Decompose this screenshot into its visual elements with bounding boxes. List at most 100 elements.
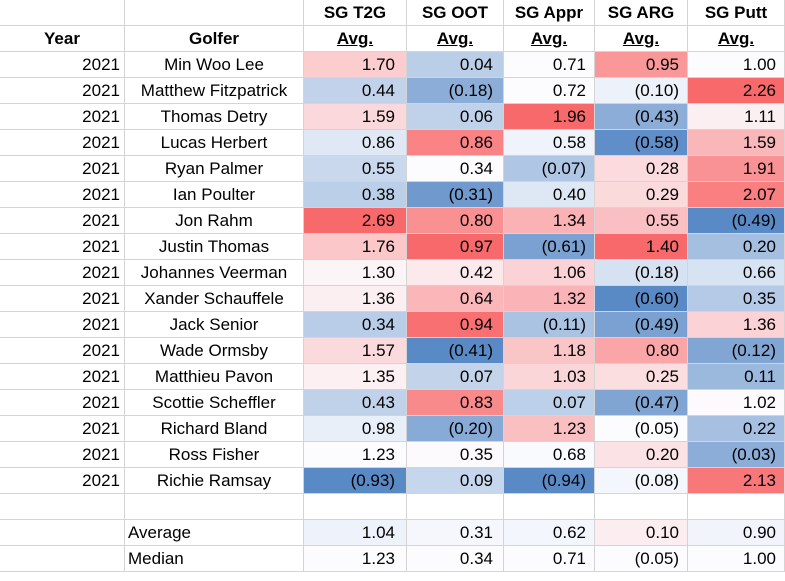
- header-cell[interactable]: SG OOT: [407, 0, 504, 26]
- sg-t2g-cell[interactable]: 1.23: [304, 442, 407, 468]
- sg-arg-cell[interactable]: 0.28: [595, 156, 688, 182]
- sg-arg-cell[interactable]: (0.18): [595, 260, 688, 286]
- sg-t2g-cell[interactable]: 0.34: [304, 312, 407, 338]
- year-cell[interactable]: 2021: [0, 130, 125, 156]
- sg-t2g-cell[interactable]: 1.57: [304, 338, 407, 364]
- sg-putt-cell[interactable]: 1.02: [688, 390, 785, 416]
- sg-appr-cell[interactable]: (0.61): [504, 234, 595, 260]
- sg-putt-cell[interactable]: 0.22: [688, 416, 785, 442]
- sg-appr-cell[interactable]: 1.23: [504, 416, 595, 442]
- sg-arg-cell[interactable]: 1.40: [595, 234, 688, 260]
- year-cell[interactable]: 2021: [0, 338, 125, 364]
- sg-arg-cell[interactable]: 0.55: [595, 208, 688, 234]
- sg-putt-summary-cell[interactable]: 0.90: [688, 520, 785, 546]
- golfer-cell[interactable]: Richard Bland: [125, 416, 304, 442]
- golfer-cell[interactable]: Johannes Veerman: [125, 260, 304, 286]
- sg-oot-cell[interactable]: (0.41): [407, 338, 504, 364]
- sg-oot-cell[interactable]: 0.94: [407, 312, 504, 338]
- year-cell[interactable]: 2021: [0, 390, 125, 416]
- sg-arg-cell[interactable]: (0.08): [595, 468, 688, 494]
- sg-arg-cell[interactable]: (0.43): [595, 104, 688, 130]
- summary-label-cell[interactable]: Median: [125, 546, 304, 572]
- sg-putt-cell[interactable]: 2.13: [688, 468, 785, 494]
- sg-putt-cell[interactable]: 1.11: [688, 104, 785, 130]
- sg-t2g-cell[interactable]: 1.70: [304, 52, 407, 78]
- year-cell[interactable]: 2021: [0, 260, 125, 286]
- year-cell[interactable]: 2021: [0, 104, 125, 130]
- sg-appr-summary-cell[interactable]: 0.62: [504, 520, 595, 546]
- golfer-cell[interactable]: Justin Thomas: [125, 234, 304, 260]
- sg-arg-summary-cell[interactable]: (0.05): [595, 546, 688, 572]
- header-cell[interactable]: [0, 0, 125, 26]
- header-cell[interactable]: Avg.: [688, 26, 785, 52]
- sg-oot-summary-cell[interactable]: 0.31: [407, 520, 504, 546]
- sg-appr-cell[interactable]: 0.40: [504, 182, 595, 208]
- sg-arg-cell[interactable]: (0.60): [595, 286, 688, 312]
- golfer-cell[interactable]: Jack Senior: [125, 312, 304, 338]
- sg-appr-cell[interactable]: 1.96: [504, 104, 595, 130]
- empty-cell[interactable]: [595, 494, 688, 520]
- sg-oot-cell[interactable]: 0.04: [407, 52, 504, 78]
- header-cell[interactable]: Avg.: [504, 26, 595, 52]
- sg-appr-cell[interactable]: (0.11): [504, 312, 595, 338]
- sg-t2g-cell[interactable]: 1.35: [304, 364, 407, 390]
- golfer-cell[interactable]: Matthieu Pavon: [125, 364, 304, 390]
- year-cell[interactable]: 2021: [0, 468, 125, 494]
- sg-putt-cell[interactable]: (0.49): [688, 208, 785, 234]
- sg-putt-cell[interactable]: 1.59: [688, 130, 785, 156]
- year-cell[interactable]: 2021: [0, 182, 125, 208]
- sg-oot-cell[interactable]: (0.18): [407, 78, 504, 104]
- golfer-cell[interactable]: Thomas Detry: [125, 104, 304, 130]
- golfer-cell[interactable]: Matthew Fitzpatrick: [125, 78, 304, 104]
- sg-oot-cell[interactable]: 0.06: [407, 104, 504, 130]
- year-cell[interactable]: 2021: [0, 364, 125, 390]
- sg-arg-cell[interactable]: 0.95: [595, 52, 688, 78]
- sg-oot-cell[interactable]: 0.34: [407, 156, 504, 182]
- sg-t2g-summary-cell[interactable]: 1.23: [304, 546, 407, 572]
- sg-arg-cell[interactable]: 0.29: [595, 182, 688, 208]
- sg-putt-cell[interactable]: 0.35: [688, 286, 785, 312]
- header-cell[interactable]: Golfer: [125, 26, 304, 52]
- sg-t2g-cell[interactable]: 0.98: [304, 416, 407, 442]
- sg-appr-cell[interactable]: 0.07: [504, 390, 595, 416]
- sg-appr-cell[interactable]: (0.07): [504, 156, 595, 182]
- sg-arg-cell[interactable]: 0.25: [595, 364, 688, 390]
- golfer-cell[interactable]: Ian Poulter: [125, 182, 304, 208]
- empty-cell[interactable]: [407, 494, 504, 520]
- sg-t2g-cell[interactable]: 0.86: [304, 130, 407, 156]
- sg-t2g-cell[interactable]: 2.69: [304, 208, 407, 234]
- sg-putt-cell[interactable]: 0.66: [688, 260, 785, 286]
- sg-appr-cell[interactable]: 1.32: [504, 286, 595, 312]
- sg-putt-cell[interactable]: 1.00: [688, 52, 785, 78]
- golfer-cell[interactable]: Xander Schauffele: [125, 286, 304, 312]
- sg-oot-cell[interactable]: 0.07: [407, 364, 504, 390]
- sg-arg-cell[interactable]: (0.47): [595, 390, 688, 416]
- empty-cell[interactable]: [0, 546, 125, 572]
- sg-oot-cell[interactable]: 0.09: [407, 468, 504, 494]
- sg-putt-cell[interactable]: 0.11: [688, 364, 785, 390]
- sg-putt-cell[interactable]: (0.12): [688, 338, 785, 364]
- sg-appr-cell[interactable]: 0.58: [504, 130, 595, 156]
- sg-putt-cell[interactable]: 2.07: [688, 182, 785, 208]
- sg-putt-cell[interactable]: (0.03): [688, 442, 785, 468]
- sg-oot-summary-cell[interactable]: 0.34: [407, 546, 504, 572]
- sg-arg-cell[interactable]: 0.20: [595, 442, 688, 468]
- sg-t2g-cell[interactable]: 1.36: [304, 286, 407, 312]
- sg-appr-cell[interactable]: 0.72: [504, 78, 595, 104]
- header-cell[interactable]: Avg.: [595, 26, 688, 52]
- sg-oot-cell[interactable]: 0.83: [407, 390, 504, 416]
- sg-arg-cell[interactable]: (0.58): [595, 130, 688, 156]
- sg-t2g-cell[interactable]: 1.30: [304, 260, 407, 286]
- golfer-cell[interactable]: Scottie Scheffler: [125, 390, 304, 416]
- year-cell[interactable]: 2021: [0, 52, 125, 78]
- sg-arg-cell[interactable]: 0.80: [595, 338, 688, 364]
- empty-cell[interactable]: [504, 494, 595, 520]
- empty-cell[interactable]: [688, 494, 785, 520]
- golfer-cell[interactable]: Min Woo Lee: [125, 52, 304, 78]
- sg-appr-summary-cell[interactable]: 0.71: [504, 546, 595, 572]
- header-cell[interactable]: SG Appr: [504, 0, 595, 26]
- sg-oot-cell[interactable]: 0.97: [407, 234, 504, 260]
- golfer-cell[interactable]: Ryan Palmer: [125, 156, 304, 182]
- sg-t2g-summary-cell[interactable]: 1.04: [304, 520, 407, 546]
- sg-t2g-cell[interactable]: 0.43: [304, 390, 407, 416]
